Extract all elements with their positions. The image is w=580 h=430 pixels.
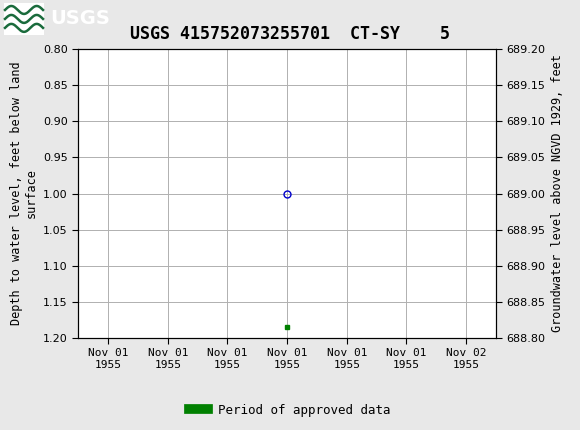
Bar	[4, 3, 44, 35]
Legend: Period of approved data: Period of approved data	[184, 399, 396, 421]
Text: USGS 415752073255701  CT-SY    5: USGS 415752073255701 CT-SY 5	[130, 25, 450, 43]
Y-axis label: Depth to water level, feet below land
surface: Depth to water level, feet below land su…	[10, 61, 38, 326]
Y-axis label: Groundwater level above NGVD 1929, feet: Groundwater level above NGVD 1929, feet	[551, 55, 564, 332]
Text: USGS: USGS	[50, 9, 110, 28]
